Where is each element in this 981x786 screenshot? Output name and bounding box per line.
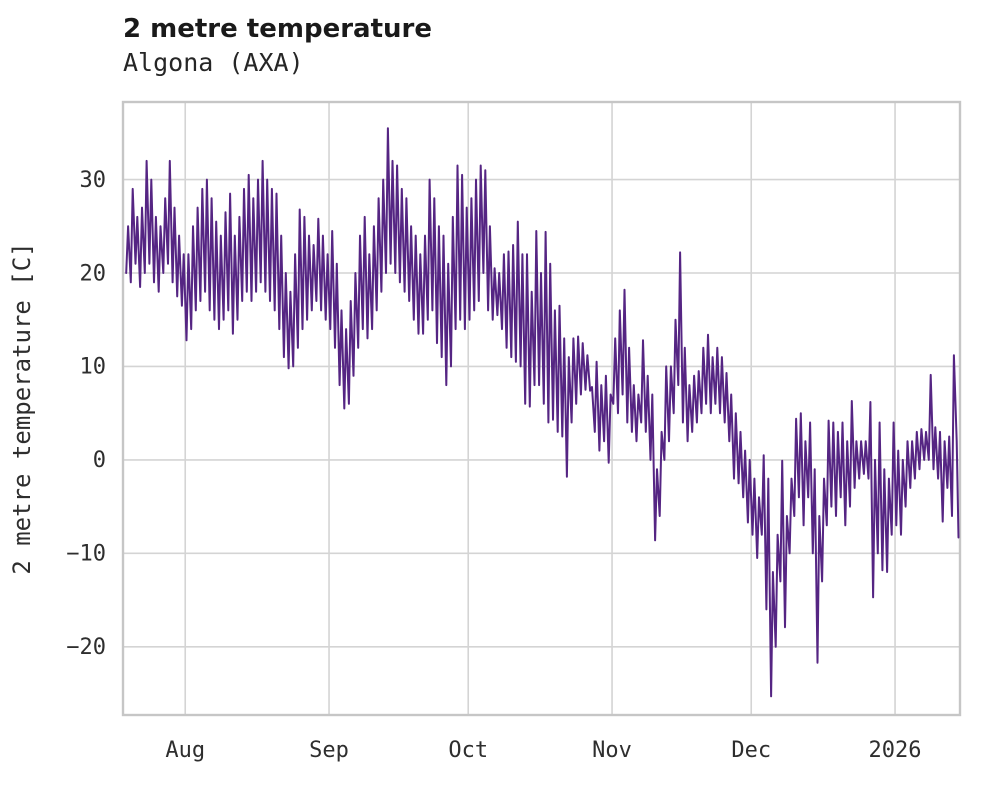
x-tick-label: Nov [592, 738, 632, 763]
y-tick-label: 30 [80, 168, 107, 193]
y-tick-label: −10 [66, 542, 106, 567]
chart-subtitle: Algona (AXA) [123, 48, 304, 77]
chart-title: 2 metre temperature [123, 14, 432, 44]
x-tick-label: Oct [448, 738, 488, 763]
y-tick-label: 20 [80, 261, 107, 286]
plot-frame [121, 100, 962, 717]
x-tick-label: Aug [165, 738, 205, 763]
x-tick-label: 2026 [869, 738, 922, 763]
temperature-series-line [125, 127, 960, 698]
y-tick-label: −20 [66, 635, 106, 660]
y-tick-label: 10 [80, 355, 107, 380]
y-tick-label: 0 [93, 448, 106, 473]
x-tick-label: Dec [731, 738, 771, 763]
x-tick-label: Sep [309, 738, 349, 763]
y-axis-label: 2 metre temperature [C] [8, 242, 36, 574]
